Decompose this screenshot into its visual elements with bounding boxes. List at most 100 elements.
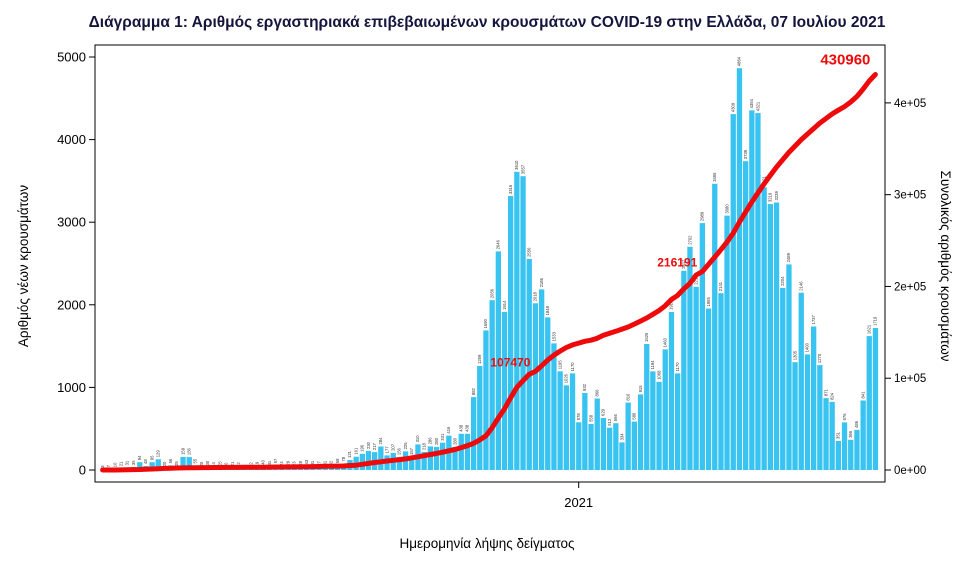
y-left-tick-label: 4000 — [57, 132, 86, 147]
y-left-tick-label: 0 — [79, 463, 86, 478]
bar-value-label: 1305 — [792, 350, 797, 360]
y-axis-left-title: Αριθμός νέων κρουσμάτων — [16, 185, 31, 347]
bar-value-label: 3080 — [724, 204, 729, 214]
line-annotation: 216191 — [657, 256, 697, 270]
bar-value-label: 58 — [335, 458, 340, 463]
bar — [501, 311, 508, 470]
y-left-tick-label: 5000 — [57, 50, 86, 65]
bar-value-label: 2989 — [700, 211, 705, 221]
bar-value-label: 25 — [217, 461, 222, 466]
bar — [786, 264, 792, 470]
bar — [767, 204, 773, 470]
bar — [427, 446, 433, 470]
bar — [811, 326, 817, 470]
bar-value-label: 932 — [582, 383, 587, 391]
bar-value-label: 156 — [187, 447, 192, 455]
bar-value-label: 121 — [347, 450, 352, 458]
bar-value-label: 866 — [595, 389, 600, 397]
bar — [823, 398, 829, 470]
bar — [625, 402, 631, 470]
bar — [699, 223, 705, 470]
bar-value-label: 486 — [854, 420, 859, 428]
bar — [551, 343, 557, 470]
bar-value-label: 4864 — [737, 56, 742, 66]
bar — [557, 371, 563, 470]
bar — [458, 433, 464, 470]
bar — [532, 303, 539, 470]
bar-value-label: 1170 — [570, 362, 575, 372]
bar-value-label: 3465 — [712, 172, 717, 182]
bar-value-label: 159 — [180, 447, 185, 455]
bar-value-label: 915 — [638, 385, 643, 393]
bar — [545, 317, 551, 470]
bar — [613, 423, 619, 470]
bar — [594, 398, 600, 470]
bar-value-label: 95 — [149, 455, 154, 460]
bar — [563, 385, 569, 470]
bar — [668, 312, 675, 470]
bar-value-label: 1533 — [551, 331, 556, 341]
bar-value-label: 331 — [440, 433, 445, 441]
bar-value-label: 2702 — [687, 235, 692, 245]
bar — [798, 292, 804, 470]
bar-value-label: 3739 — [743, 149, 748, 159]
bar-value-label: 157 — [409, 447, 414, 455]
bar-value-label: 310 — [415, 435, 420, 443]
bar — [773, 202, 780, 470]
y-axis-right-title: Συνολικός αριθμός κρουσμάτων — [938, 170, 953, 361]
bar-value-label: 2204 — [780, 276, 785, 286]
bar — [835, 441, 841, 470]
bar-value-label: 1170 — [675, 362, 680, 372]
bar-value-label: 558 — [588, 414, 593, 422]
bar-value-label: 882 — [471, 387, 476, 395]
cumulative-line — [100, 72, 878, 473]
bar — [755, 113, 761, 470]
bar — [149, 462, 155, 470]
bar-value-label: 1737 — [811, 315, 816, 325]
bar-value-label: 1914 — [502, 300, 507, 310]
bar — [186, 457, 192, 470]
bar-value-label: 4309 — [731, 102, 736, 112]
bar — [761, 187, 767, 470]
bar — [662, 349, 668, 470]
bar-value-label: 56 — [168, 458, 173, 463]
bar — [792, 362, 798, 470]
bar — [409, 457, 415, 470]
x-tick-label: 2021 — [564, 495, 593, 510]
bar-value-label: 129 — [156, 450, 161, 458]
bar-value-label: 280 — [452, 437, 457, 445]
bar-value-label: 416 — [446, 426, 451, 434]
bar-value-label: 32 — [329, 460, 334, 465]
bar — [749, 110, 755, 471]
bar-value-label: 3610 — [514, 160, 519, 170]
bar-value-label: 94 — [137, 455, 142, 460]
bar-value-label: 578 — [576, 413, 581, 421]
bar-value-label: 1913 — [669, 300, 674, 310]
bar-value-label: 27 — [316, 460, 321, 465]
bar — [860, 400, 866, 470]
bar — [718, 293, 724, 470]
bar — [514, 171, 520, 471]
bar — [539, 289, 545, 470]
bar — [600, 418, 607, 470]
bar — [829, 401, 835, 470]
bar-value-label: 1460 — [663, 337, 668, 347]
bar-value-label: 366 — [848, 430, 853, 438]
bar-value-label: 816 — [625, 393, 630, 401]
bar-value-label: 280 — [434, 437, 439, 445]
bar-value-label: 30 — [205, 460, 210, 465]
bar-value-label: 629 — [601, 408, 606, 416]
bar-value-label: 2186 — [539, 277, 544, 287]
bar-value-label: 48 — [143, 459, 148, 464]
bar-value-label: 1955 — [706, 297, 711, 307]
bar — [526, 258, 532, 470]
bar — [687, 246, 693, 470]
bar-value-label: 7 — [106, 464, 111, 467]
bar-value-label: 841 — [860, 391, 865, 399]
bar-value-label: 230 — [366, 441, 371, 449]
y-right-tick-label: 1e+05 — [894, 373, 926, 385]
bar-value-label: 55 — [193, 458, 198, 463]
bar — [866, 336, 872, 470]
